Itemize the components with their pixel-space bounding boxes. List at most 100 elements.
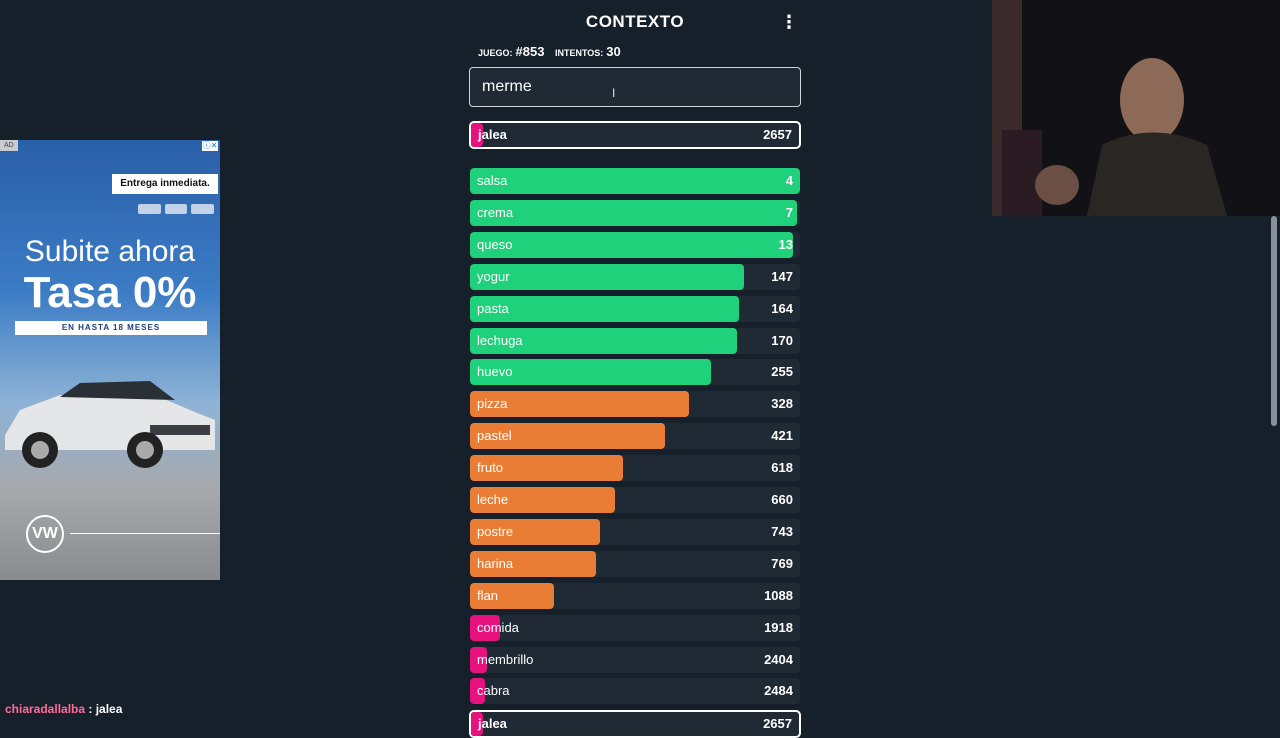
guess-rank: 328 [771, 396, 793, 411]
guess-row: lechuga 170 [470, 328, 800, 354]
guess-row: cabra 2484 [470, 678, 800, 704]
guess-row: yogur 147 [470, 264, 800, 290]
guess-bar [470, 328, 737, 354]
game-label: JUEGO: [478, 48, 513, 58]
chat-message: chiaradallalba : jalea [5, 702, 122, 716]
guess-row: postre 743 [470, 519, 800, 545]
guess-input[interactable] [469, 67, 801, 107]
guess-bar [470, 615, 500, 641]
game-number: #853 [515, 44, 545, 59]
guess-word: salsa [477, 173, 508, 188]
guess-rank: 421 [771, 428, 793, 443]
guess-row: crema 7 [470, 200, 800, 226]
guess-bar [470, 423, 665, 449]
guess-bar [470, 168, 800, 194]
guess-rank: 4 [785, 173, 793, 188]
guess-bar [470, 232, 793, 258]
ad-label: AD [0, 140, 18, 151]
guess-bar [470, 455, 623, 481]
guess-bar [470, 391, 689, 417]
guess-row: membrillo 2404 [470, 647, 800, 673]
guess-word: pizza [477, 396, 508, 411]
guess-row: flan 1088 [470, 583, 800, 609]
guess-row: salsa 4 [470, 168, 800, 194]
guess-word: huevo [477, 364, 513, 379]
guess-rank: 2484 [764, 683, 793, 698]
ad-info-icon[interactable]: ⓘ✕ [202, 141, 218, 151]
guess-rank: 618 [771, 460, 793, 475]
webcam-feed [992, 0, 1280, 216]
guess-row: queso 13 [470, 232, 800, 258]
guess-row: pizza 328 [470, 391, 800, 417]
ad-headline: Subite ahora [24, 235, 196, 268]
guess-rank: 2657 [763, 716, 792, 731]
guess-rank: 7 [785, 205, 793, 220]
guess-row: huevo 255 [470, 359, 800, 385]
guess-row: fruto 618 [470, 455, 800, 481]
chat-separator: : [85, 702, 96, 716]
guess-bar [470, 200, 797, 226]
vw-logo: VW [26, 515, 64, 553]
guess-word: membrillo [477, 652, 534, 667]
scrollbar[interactable] [1271, 216, 1277, 426]
guess-bar [470, 487, 615, 513]
guess-rank: 660 [771, 492, 793, 507]
guess-row: jalea 2657 [469, 710, 801, 738]
guess-rank: 1088 [764, 588, 793, 603]
current-guess-bar [471, 123, 483, 147]
guess-rank: 743 [771, 524, 793, 539]
text-cursor-icon: I [612, 86, 616, 100]
guess-row: pasta 164 [470, 296, 800, 322]
page-title: CONTEXTO [585, 12, 685, 31]
current-guess-rank: 2657 [763, 127, 792, 142]
ad-rate: Tasa 0% [23, 268, 197, 317]
current-guess-row: jalea 2657 [469, 121, 801, 149]
guess-row: leche 660 [470, 487, 800, 513]
guess-word: pasta [477, 301, 509, 316]
vertical-dots-icon[interactable]: ⋮ [780, 12, 798, 32]
chat-text: jalea [95, 702, 123, 716]
guess-word: pastel [477, 428, 512, 443]
guess-bar [470, 647, 487, 673]
guess-rank: 13 [778, 237, 793, 252]
guess-bar [470, 678, 485, 704]
current-guess-word: jalea [478, 127, 507, 142]
guess-rank: 255 [771, 364, 793, 379]
guess-rank: 164 [771, 301, 793, 316]
guess-word: cabra [477, 683, 510, 698]
guess-bar [470, 551, 596, 577]
guess-bar [470, 583, 554, 609]
guess-row: harina 769 [470, 551, 800, 577]
guess-rank: 769 [771, 556, 793, 571]
attempts-count: 30 [606, 44, 621, 59]
guess-bar [470, 264, 744, 290]
guess-row: pastel 421 [470, 423, 800, 449]
ad-subline: EN HASTA 18 MESES [15, 321, 207, 335]
guess-bar [470, 296, 739, 322]
guess-bar [470, 519, 600, 545]
ad-delivery-text: Entrega inmediata. [112, 174, 218, 194]
advertisement[interactable]: AD ⓘ✕ Entrega inmediata. Subite ahora Ta… [0, 140, 220, 580]
guess-word: harina [477, 556, 514, 571]
guess-word: jalea [478, 716, 507, 731]
ad-brand-logos [138, 204, 215, 214]
ad-divider [70, 533, 220, 534]
guess-word: postre [477, 524, 514, 539]
guess-bar [470, 359, 711, 385]
chat-username: chiaradallalba [5, 702, 86, 716]
guess-row: comida 1918 [470, 615, 800, 641]
guess-word: fruto [477, 460, 504, 475]
guess-word: yogur [477, 269, 510, 284]
guess-rank: 2404 [764, 652, 793, 667]
guess-rank: 1918 [764, 620, 793, 635]
guess-rank: 170 [771, 333, 793, 348]
game-meta: JUEGO: #853 INTENTOS: 30 [478, 44, 629, 59]
guess-word: leche [477, 492, 509, 507]
guess-rank: 147 [771, 269, 793, 284]
attempts-label: INTENTOS: [554, 48, 604, 58]
guess-word: crema [477, 205, 514, 220]
car-image [5, 381, 215, 468]
guess-word: lechuga [477, 333, 523, 348]
guess-word: comida [477, 620, 519, 635]
guess-word: flan [477, 588, 498, 603]
